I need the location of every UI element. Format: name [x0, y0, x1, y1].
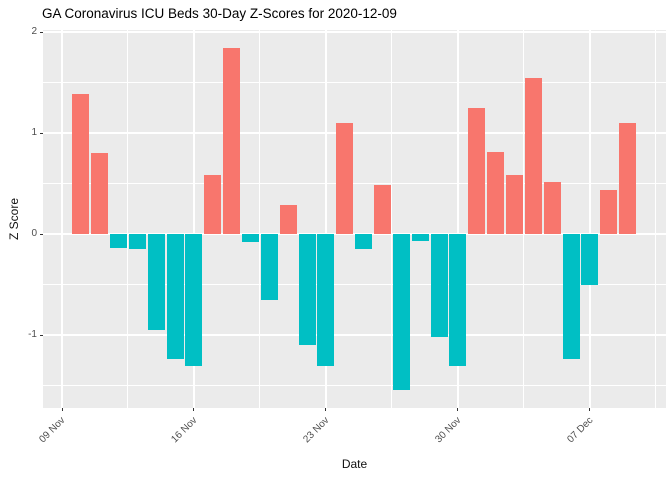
x-tick-label: 09 Nov — [37, 415, 68, 446]
bar — [468, 107, 486, 234]
gridline-major-x — [325, 30, 327, 408]
bar — [392, 234, 410, 390]
gridline-minor-x — [655, 30, 657, 408]
gridline-minor-y — [43, 284, 666, 285]
y-axis-tick — [40, 132, 43, 134]
bar — [581, 234, 599, 285]
bar — [543, 182, 561, 234]
y-tick-label: 0 — [31, 228, 37, 239]
y-axis-tick — [40, 233, 43, 235]
bar — [298, 234, 316, 346]
x-tick-label: 23 Nov — [301, 415, 332, 446]
x-axis-tick — [325, 408, 327, 411]
bar — [600, 189, 618, 234]
gridline-minor-x — [259, 30, 261, 408]
bar — [336, 122, 354, 234]
bar — [619, 122, 637, 234]
x-axis-tick — [457, 408, 459, 411]
bar — [317, 234, 335, 367]
y-tick-label: -1 — [28, 329, 37, 340]
gridline-minor-x — [127, 30, 129, 408]
gridline-major-y — [43, 334, 666, 336]
x-axis-title: Date — [341, 457, 368, 471]
bar — [204, 175, 222, 234]
chart-title: GA Coronavirus ICU Beds 30-Day Z-Scores … — [42, 6, 397, 21]
gridline-major-y — [43, 132, 666, 134]
gridline-major-y — [43, 31, 666, 33]
gridline-minor-x — [391, 30, 393, 408]
bar — [128, 234, 146, 250]
x-tick-label: 07 Dec — [565, 415, 596, 446]
y-tick-label: 2 — [31, 26, 37, 37]
bar — [242, 234, 260, 243]
bar — [147, 234, 165, 330]
bar — [355, 234, 373, 250]
bar — [110, 234, 128, 249]
y-tick-label: 1 — [31, 127, 37, 138]
x-tick-label: 16 Nov — [169, 415, 200, 446]
gridline-minor-y — [43, 183, 666, 184]
gridline-minor-y — [43, 82, 666, 83]
bar — [72, 93, 90, 234]
gridline-minor-y — [43, 385, 666, 386]
bar — [506, 175, 524, 234]
gridline-major-x — [193, 30, 195, 408]
x-tick-label: 30 Nov — [433, 415, 464, 446]
bar — [374, 184, 392, 234]
bar — [279, 204, 297, 234]
gridline-major-x — [61, 30, 63, 408]
plot-area — [43, 30, 666, 408]
x-axis-tick — [61, 408, 63, 411]
bar — [223, 48, 241, 234]
bar — [166, 234, 184, 360]
gridline-minor-x — [523, 30, 525, 408]
bar — [487, 152, 505, 234]
gridline-major-x — [589, 30, 591, 408]
bar — [260, 234, 278, 300]
bar — [430, 234, 448, 338]
bar — [449, 234, 467, 367]
bar — [562, 234, 580, 360]
y-axis-tick — [40, 334, 43, 336]
gridline-major-x — [457, 30, 459, 408]
gridline-major-y — [43, 233, 666, 235]
bar — [185, 234, 203, 367]
bar — [524, 78, 542, 234]
bar — [411, 234, 429, 242]
x-axis-tick — [193, 408, 195, 411]
bar — [91, 153, 109, 234]
y-axis-tick — [40, 31, 43, 33]
x-axis-tick — [589, 408, 591, 411]
